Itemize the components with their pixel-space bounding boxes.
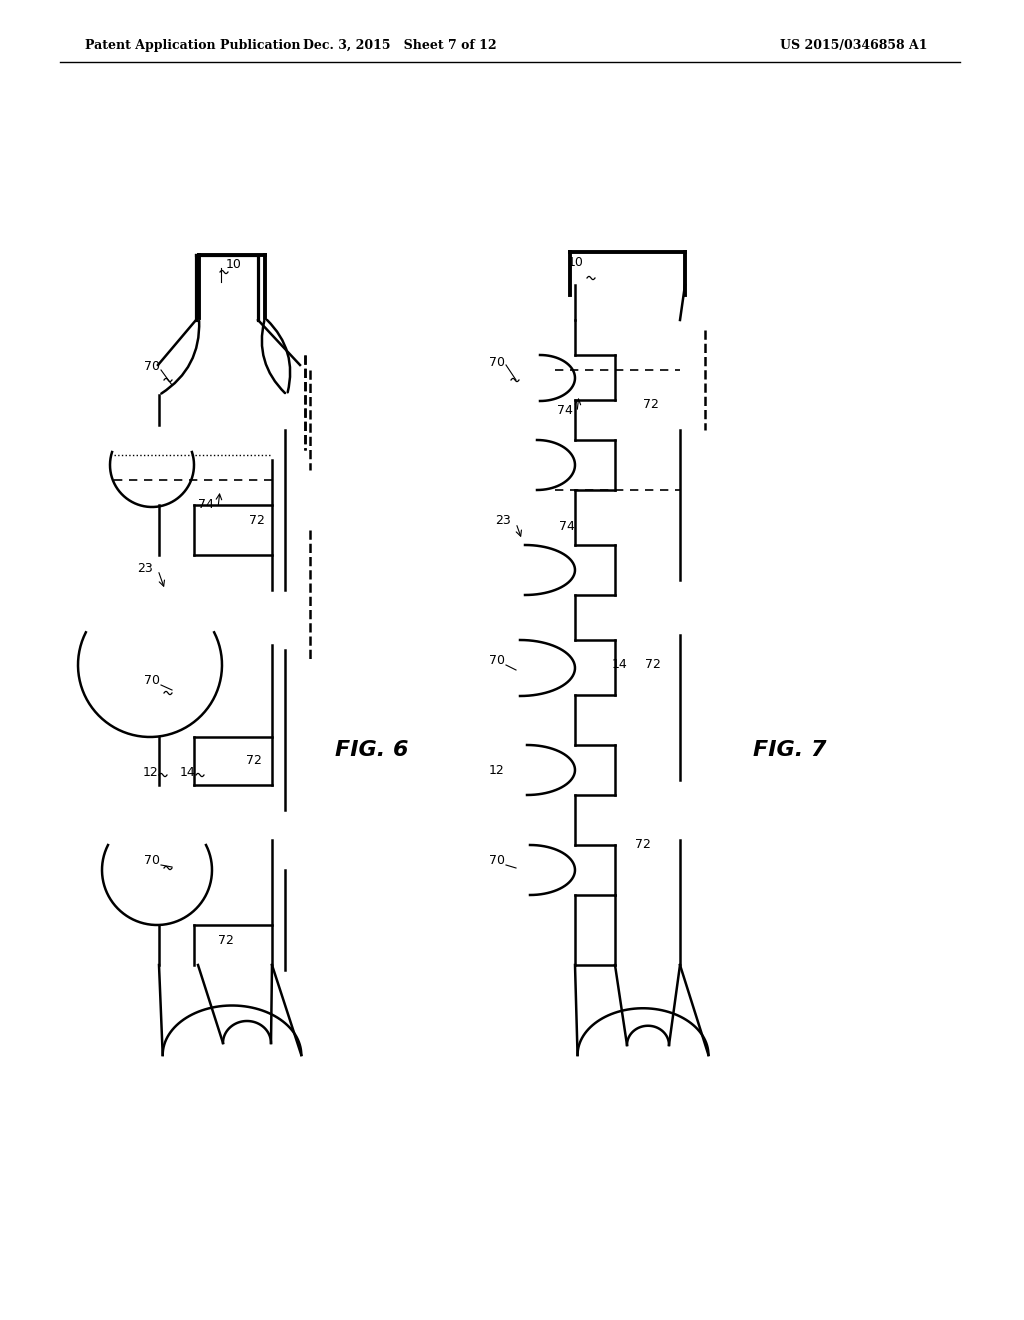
Text: 74: 74 bbox=[557, 404, 573, 417]
Text: 14: 14 bbox=[612, 659, 628, 672]
Text: 70: 70 bbox=[489, 854, 505, 866]
Text: FIG. 7: FIG. 7 bbox=[754, 741, 826, 760]
Text: 72: 72 bbox=[635, 838, 651, 851]
Text: FIG. 6: FIG. 6 bbox=[335, 741, 409, 760]
Text: 10: 10 bbox=[568, 256, 584, 268]
Text: 70: 70 bbox=[489, 355, 505, 368]
Text: 72: 72 bbox=[249, 513, 265, 527]
Text: 70: 70 bbox=[144, 673, 160, 686]
Text: 23: 23 bbox=[137, 561, 153, 574]
Text: 23: 23 bbox=[496, 513, 511, 527]
Text: 74: 74 bbox=[559, 520, 575, 533]
Text: 72: 72 bbox=[246, 754, 262, 767]
Text: 72: 72 bbox=[218, 933, 233, 946]
Text: 12: 12 bbox=[489, 763, 505, 776]
Text: 72: 72 bbox=[643, 399, 658, 412]
Text: Patent Application Publication: Patent Application Publication bbox=[85, 38, 300, 51]
Text: 10: 10 bbox=[226, 257, 242, 271]
Text: 70: 70 bbox=[144, 854, 160, 866]
Text: 74: 74 bbox=[198, 499, 214, 511]
Text: US 2015/0346858 A1: US 2015/0346858 A1 bbox=[780, 38, 928, 51]
Text: 12: 12 bbox=[143, 766, 159, 779]
Text: 72: 72 bbox=[645, 659, 660, 672]
Text: Dec. 3, 2015   Sheet 7 of 12: Dec. 3, 2015 Sheet 7 of 12 bbox=[303, 38, 497, 51]
Text: 14: 14 bbox=[180, 766, 196, 779]
Text: 70: 70 bbox=[144, 360, 160, 374]
Text: 70: 70 bbox=[489, 653, 505, 667]
